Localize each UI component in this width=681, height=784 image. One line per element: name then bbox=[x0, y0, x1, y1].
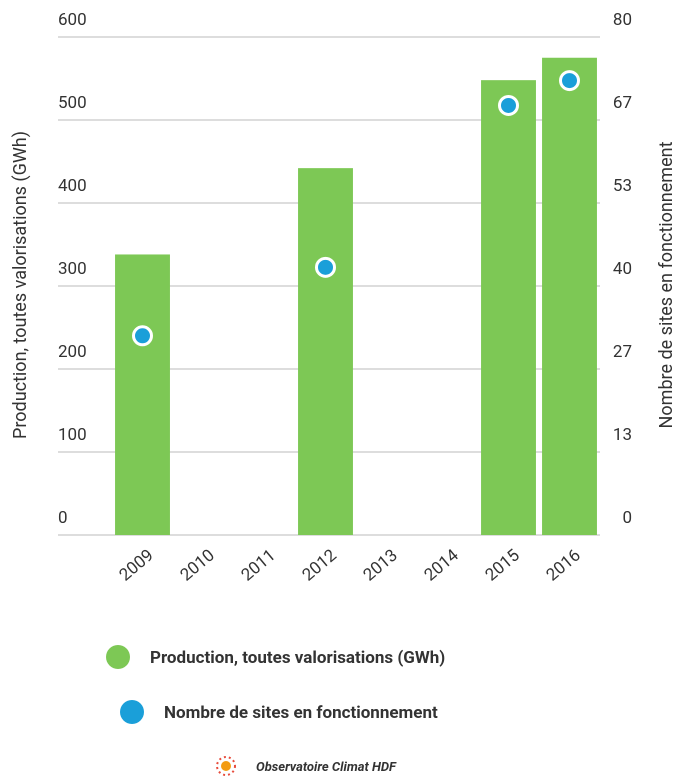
point bbox=[559, 70, 580, 92]
y-axis-label: Production, toutes valorisations (GWh) bbox=[10, 131, 31, 439]
y2-tick-label: 0 bbox=[622, 508, 632, 528]
bar bbox=[481, 80, 536, 535]
x-tick-label: 2014 bbox=[421, 545, 463, 585]
point bbox=[315, 256, 336, 278]
legend-marker bbox=[120, 700, 144, 724]
y-tick-label: 0 bbox=[58, 508, 68, 528]
y-tick-label: 500 bbox=[58, 93, 87, 113]
y2-axis-label: Nombre de sites en fonctionnement bbox=[656, 141, 677, 428]
y2-tick-label: 13 bbox=[613, 425, 632, 445]
source-icon bbox=[216, 756, 236, 776]
y-tick-label: 300 bbox=[58, 259, 87, 279]
y-tick-label: 100 bbox=[58, 425, 87, 445]
legend-marker bbox=[106, 645, 130, 669]
x-tick-label: 2013 bbox=[360, 546, 402, 586]
x-tick-label: 2009 bbox=[116, 546, 158, 586]
x-tick-label: 2012 bbox=[299, 546, 341, 586]
y-tick-label: 400 bbox=[58, 176, 87, 196]
source: Observatoire Climat HDF bbox=[256, 760, 397, 775]
x-tick-label: 2010 bbox=[177, 546, 219, 586]
y2-tick-label: 40 bbox=[613, 259, 632, 279]
y2-tick-label: 80 bbox=[613, 10, 632, 30]
point bbox=[498, 94, 519, 116]
y-tick-label: 600 bbox=[58, 10, 87, 30]
legend-label: Nombre de sites en fonctionnement bbox=[164, 703, 438, 723]
x-tick-label: 2011 bbox=[238, 546, 280, 586]
bar bbox=[115, 254, 170, 535]
bar bbox=[542, 57, 597, 535]
bar bbox=[298, 168, 353, 535]
x-tick-label: 2016 bbox=[543, 546, 585, 586]
y2-tick-label: 67 bbox=[613, 93, 632, 113]
point bbox=[132, 325, 153, 347]
x-tick-label: 2015 bbox=[482, 546, 524, 586]
y-tick-label: 200 bbox=[58, 342, 87, 362]
y2-tick-label: 27 bbox=[613, 342, 632, 362]
legend-label: Production, toutes valorisations (GWh) bbox=[150, 648, 445, 668]
y2-tick-label: 53 bbox=[613, 176, 632, 196]
